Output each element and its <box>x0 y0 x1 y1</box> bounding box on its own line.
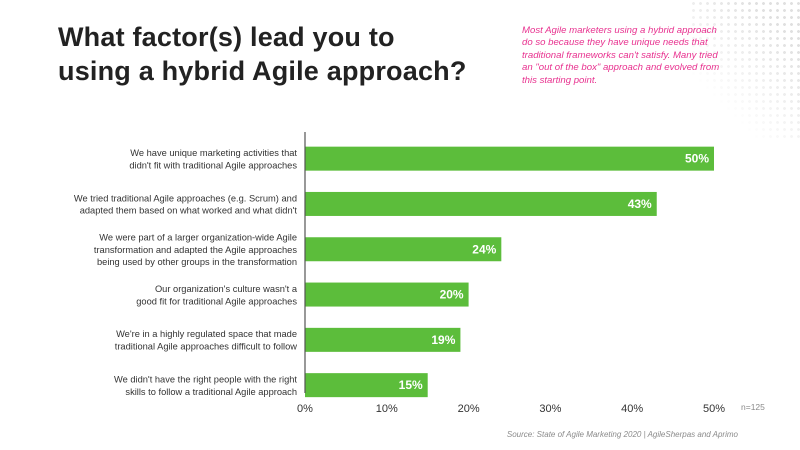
bar-value-label-3: 20% <box>440 288 464 302</box>
category-label-5: We didn't have the right people with the… <box>114 374 297 396</box>
bar-3 <box>305 282 469 307</box>
annotation-note: Most Agile marketers using a hybrid appr… <box>522 25 720 86</box>
category-label-line: We tried traditional Agile approaches (e… <box>74 193 297 203</box>
category-label-0: We have unique marketing activities that… <box>129 148 297 170</box>
bar-value-label-5: 15% <box>399 378 423 392</box>
source-caption: Source: State of Agile Marketing 2020 | … <box>506 430 738 439</box>
bar-5 <box>305 373 428 398</box>
category-label-line: transformation and adapted the Agile app… <box>94 245 297 255</box>
category-label-line: We didn't have the right people with the… <box>114 374 297 384</box>
category-label-4: We're in a highly regulated space that m… <box>115 329 298 351</box>
x-tick-label-4: 40% <box>621 403 643 415</box>
category-label-line: adapted them based on what worked and wh… <box>80 206 298 216</box>
category-label-line: Our organization's culture wasn't a <box>155 284 298 294</box>
sample-size-label: n=125 <box>741 402 765 412</box>
x-tick-label-1: 10% <box>376 403 398 415</box>
title-line-1: What factor(s) lead you to <box>58 22 395 52</box>
bar-0 <box>305 146 714 171</box>
bar-value-label-4: 19% <box>431 333 455 347</box>
decorative-dot-pattern <box>690 0 800 140</box>
x-tick-label-2: 20% <box>458 403 480 415</box>
x-tick-label-5: 50% <box>703 403 725 415</box>
x-tick-label-0: 0% <box>297 403 313 415</box>
x-tick-label-3: 30% <box>539 403 561 415</box>
category-label-line: skills to follow a traditional Agile app… <box>125 387 297 397</box>
bar-1 <box>305 191 657 216</box>
category-label-2: We were part of a larger organization-wi… <box>94 232 297 267</box>
bar-value-label-2: 24% <box>472 242 496 256</box>
category-label-1: We tried traditional Agile approaches (e… <box>74 193 297 215</box>
category-label-line: being used by other groups in the transf… <box>97 257 297 267</box>
category-label-line: We were part of a larger organization-wi… <box>99 232 297 242</box>
category-label-line: traditional Agile approaches difficult t… <box>115 342 298 352</box>
title-line-2: using a hybrid Agile approach? <box>58 56 467 86</box>
chart-title: What factor(s) lead you to using a hybri… <box>58 20 478 88</box>
category-label-line: We have unique marketing activities that <box>130 148 297 158</box>
bar-value-label-0: 50% <box>685 152 709 166</box>
category-label-line: We're in a highly regulated space that m… <box>116 329 297 339</box>
category-label-line: didn't fit with traditional Agile approa… <box>129 160 297 170</box>
category-label-3: Our organization's culture wasn't a good … <box>136 284 298 306</box>
bar-value-label-1: 43% <box>628 197 652 211</box>
bar-2 <box>305 237 502 262</box>
category-label-line: good fit for traditional Agile approache… <box>136 296 297 306</box>
bar-4 <box>305 327 461 352</box>
